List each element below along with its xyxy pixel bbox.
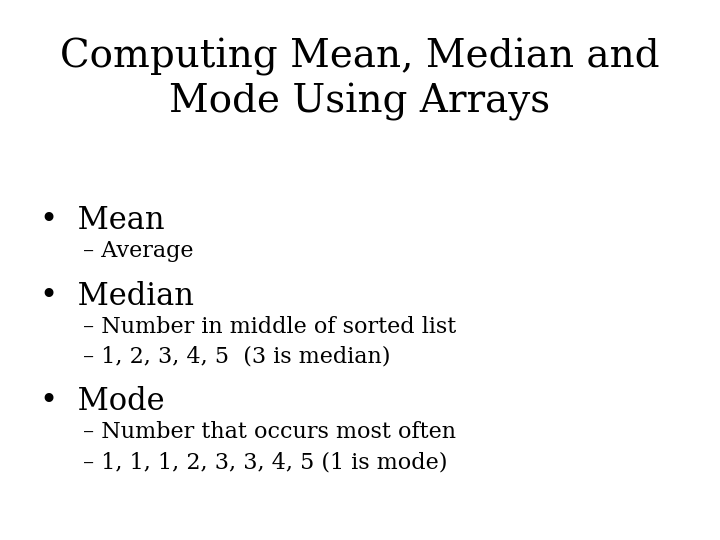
Text: – Average: – Average	[83, 240, 193, 262]
Text: – Number in middle of sorted list: – Number in middle of sorted list	[83, 316, 456, 338]
Text: •  Mode: • Mode	[40, 386, 164, 417]
Text: – 1, 1, 1, 2, 3, 3, 4, 5 (1 is mode): – 1, 1, 1, 2, 3, 3, 4, 5 (1 is mode)	[83, 452, 447, 474]
Text: – 1, 2, 3, 4, 5  (3 is median): – 1, 2, 3, 4, 5 (3 is median)	[83, 346, 390, 368]
Text: •  Mean: • Mean	[40, 205, 164, 236]
Text: Computing Mean, Median and
Mode Using Arrays: Computing Mean, Median and Mode Using Ar…	[60, 38, 660, 121]
Text: •  Median: • Median	[40, 281, 194, 312]
Text: – Number that occurs most often: – Number that occurs most often	[83, 421, 456, 443]
